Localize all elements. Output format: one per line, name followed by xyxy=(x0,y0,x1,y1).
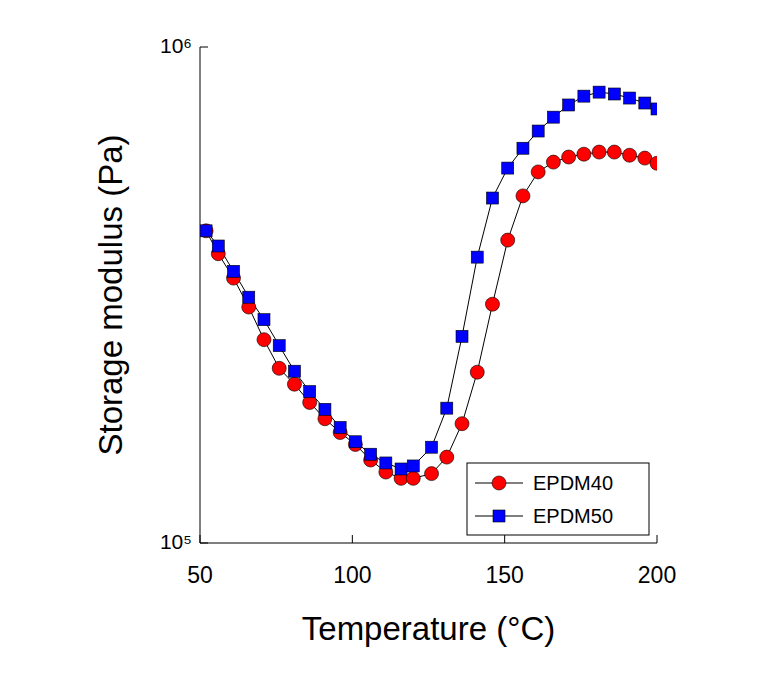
point xyxy=(623,148,637,162)
point xyxy=(624,92,636,104)
y-tick-label: 10⁶ xyxy=(160,34,192,57)
legend-box xyxy=(467,463,649,535)
point xyxy=(531,165,545,179)
point xyxy=(592,145,606,159)
point xyxy=(517,142,529,154)
legend-label: EPDM40 xyxy=(533,472,613,494)
point xyxy=(228,265,240,277)
y-tick-label: 10⁵ xyxy=(160,530,192,553)
point xyxy=(455,417,469,431)
chart: 50 100 150 200 10⁵ 10⁶ Temperature (°C) Storage… xyxy=(0,0,771,699)
series-line xyxy=(206,92,657,469)
point xyxy=(426,441,438,453)
point xyxy=(200,224,213,238)
point xyxy=(257,333,271,347)
point xyxy=(258,314,270,326)
point xyxy=(546,155,560,169)
legend-marker xyxy=(493,510,505,522)
point xyxy=(577,147,591,161)
point xyxy=(593,86,605,98)
x-tick xyxy=(504,535,505,543)
point xyxy=(485,297,499,311)
point xyxy=(212,240,224,252)
point xyxy=(288,365,300,377)
point xyxy=(651,103,657,115)
point xyxy=(440,450,454,464)
x-tick-label: 200 xyxy=(638,562,676,588)
point xyxy=(441,402,453,414)
legend-label: EPDM50 xyxy=(533,505,613,527)
x-axis xyxy=(200,543,657,544)
y-tick xyxy=(200,47,208,48)
point xyxy=(486,192,498,204)
y-axis xyxy=(200,47,201,543)
y-axis-label: Storage modulus (Pa) xyxy=(92,135,129,456)
point xyxy=(502,162,514,174)
point xyxy=(608,88,620,100)
point xyxy=(650,156,657,170)
point xyxy=(425,467,439,481)
point xyxy=(273,340,285,352)
point xyxy=(349,436,361,448)
point xyxy=(365,448,377,460)
series-line xyxy=(206,152,657,478)
x-tick xyxy=(200,535,201,543)
legend-marker xyxy=(492,476,506,490)
point xyxy=(639,97,651,109)
point xyxy=(334,421,346,433)
point xyxy=(456,330,468,342)
point xyxy=(532,125,544,137)
point xyxy=(406,471,420,485)
point xyxy=(562,150,576,164)
plot-area xyxy=(200,86,657,485)
point xyxy=(272,361,286,375)
point xyxy=(243,291,255,303)
point xyxy=(304,386,316,398)
x-tick-label: 100 xyxy=(333,562,371,588)
point xyxy=(578,90,590,102)
point xyxy=(471,251,483,263)
x-tick xyxy=(657,535,658,543)
point xyxy=(501,233,515,247)
point xyxy=(287,377,301,391)
x-tick-label: 50 xyxy=(187,562,213,588)
x-tick xyxy=(352,535,353,543)
point xyxy=(607,145,621,159)
x-axis-label: Temperature (°C) xyxy=(302,610,555,647)
point xyxy=(200,225,212,237)
point xyxy=(407,460,419,472)
point xyxy=(395,463,407,475)
x-tick-label: 150 xyxy=(485,562,523,588)
y-tick xyxy=(200,543,208,544)
point xyxy=(547,111,559,123)
point xyxy=(563,99,575,111)
point xyxy=(319,403,331,415)
point xyxy=(470,365,484,379)
point xyxy=(516,189,530,203)
legend: EPDM40 EPDM50 xyxy=(467,463,649,535)
point xyxy=(380,457,392,469)
